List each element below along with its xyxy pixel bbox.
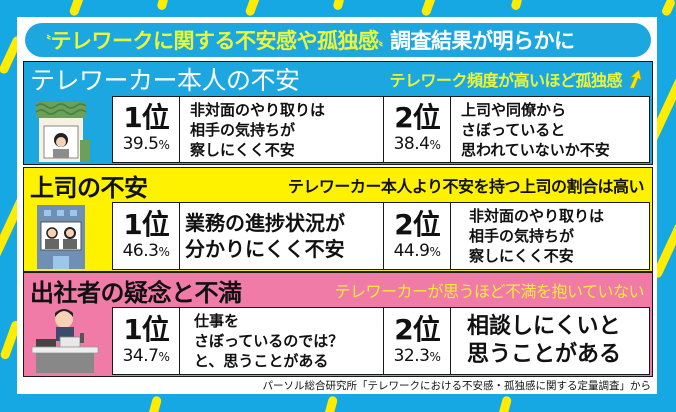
rank-1-description: 仕事を さぼっているのでは？ と、思うことがある [180,308,384,374]
section-header: テレワーカー本人の不安 テレワーク頻度が高いほど孤独感 [24,62,652,96]
source-citation: パーソル総合研究所「テレワークにおける不安感・孤独感に関する定量調査」から [262,380,652,392]
close-quote: 〟 [378,33,391,48]
rank-label: 2位 [394,207,440,241]
rank-percent: 44.9% [393,240,441,261]
rank-2-cell: 2位 32.3% [384,308,451,374]
rank-label: 1位 [123,207,169,241]
decorative-stripe [244,0,261,17]
section-teleworker-anxiety: テレワーカー本人の不安 テレワーク頻度が高いほど孤独感 [23,61,653,165]
rank-label: 2位 [394,312,440,346]
section-header: 出社者の疑念と不満 テレワーカーが思うほど不満を抱いていない [24,273,652,307]
section-subtitle: テレワーカー本人より不安を持つ上司の割合は高い [287,177,645,196]
up-arrow-icon [629,69,642,89]
rank-percent: 39.5% [122,134,170,154]
section-office-worker-doubts: 出社者の疑念と不満 テレワーカーが思うほど不満を抱いていない 1位 34.7% … [23,272,653,377]
section-subtitle: テレワーカーが思うほど不満を抱いていない [334,282,644,301]
decorative-stripe [496,395,513,412]
headline-rest: 調査結果が明らかに [390,29,575,53]
decorative-stripe [322,395,339,412]
open-quote: 〝 [39,33,51,48]
ranking-table: 1位 46.3% 業務の進捗状況が 分かりにくく不安 2位 44.9% 非対面の… [112,202,650,270]
rank-percent: 32.3% [393,345,441,366]
decorative-stripe [68,0,85,17]
office-building-icon [24,202,112,271]
rank-2-cell: 2位 44.9% [384,203,451,269]
rank-label: 1位 [123,312,169,346]
headline-highlight: テレワークに関する不安感や孤独感 [50,29,380,53]
rank-percent: 34.7% [122,345,170,366]
infographic-card: 〝 テレワークに関する不安感や孤独感 〟 調査結果が明らかに テレワーカー本人の… [17,17,657,394]
woman-at-home-icon [24,96,112,164]
ranking-table: 1位 34.7% 仕事を さぼっているのでは？ と、思うことがある 2位 32.… [112,307,650,375]
section-title: テレワーカー本人の不安 [30,66,300,95]
ranking-table: 1位 39.5% 非対面のやり取りは 相手の気持ちが 察しにくく不安 2位 38… [112,96,650,163]
office-worker-desk-icon [24,307,112,376]
decorative-stripe [156,0,169,11]
rank-percent: 46.3% [122,240,170,261]
section-boss-anxiety: 上司の不安 テレワーカー本人より不安を持つ上司の割合は高い 1位 46.3% [23,167,653,272]
section-title: 上司の不安 [30,173,148,202]
decorative-stripe [420,0,437,17]
section-subtitle: テレワーク頻度が高いほど孤独感 [389,67,644,91]
rank-1-description: 非対面のやり取りは 相手の気持ちが 察しにくく不安 [180,97,384,162]
rank-percent: 38.4% [393,134,441,154]
rank-2-cell: 2位 38.4% [384,97,451,162]
headline-banner: 〝 テレワークに関する不安感や孤独感 〟 調査結果が明らかに [25,23,651,57]
section-header: 上司の不安 テレワーカー本人より不安を持つ上司の割合は高い [24,168,652,202]
rank-1-cell: 1位 46.3% [113,203,180,269]
rank-2-description: 非対面のやり取りは 相手の気持ちが 察しにくく不安 [469,207,605,265]
rank-1-description: 業務の進捗状況が 分かりにくく不安 [180,203,384,269]
decorative-stripe [510,0,523,11]
rank-1-cell: 1位 39.5% [113,97,180,162]
rank-2-description: 相談しにくいと 思うことがある [467,314,622,367]
decorative-stripe [332,0,345,11]
section-title: 出社者の疑念と不満 [30,278,242,307]
rank-label: 1位 [123,101,169,134]
rank-1-cell: 1位 34.7% [113,308,180,374]
decorative-stripe [660,0,676,18]
section-subtitle-text: テレワーク頻度が高いほど孤独感 [389,71,622,90]
rank-2-description: 上司や同僚から さぼっていると 思われていないか不安 [461,100,610,159]
rank-label: 2位 [394,101,440,134]
decorative-stripe [146,395,163,412]
